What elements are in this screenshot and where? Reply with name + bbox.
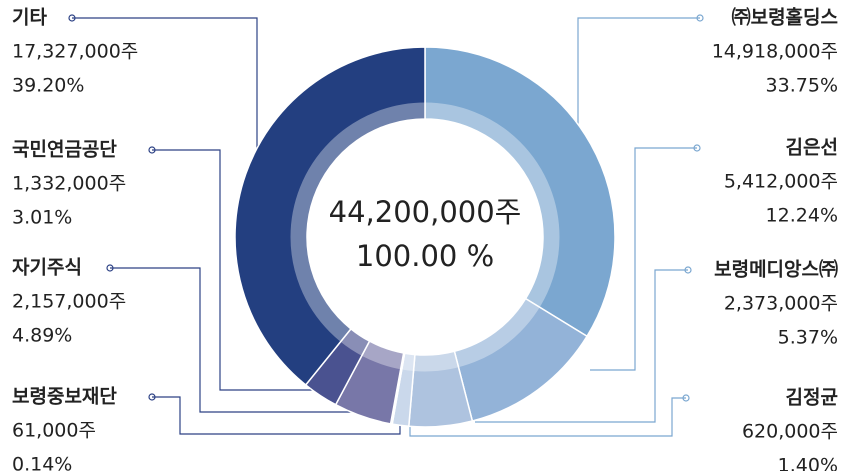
label-percent: 0.14% [12, 454, 72, 471]
label-shares: 17,327,000주 [12, 41, 138, 63]
label-name: ㈜보령홀딩스 [732, 6, 838, 29]
label-name: 김은선 [786, 137, 838, 159]
label-name: 기타 [12, 7, 47, 29]
label-name: 보령메디앙스㈜ [714, 259, 838, 281]
label-shares: 620,000주 [742, 421, 838, 443]
label-percent: 12.24% [766, 205, 838, 227]
leader-line [110, 267, 370, 413]
leader-line [409, 397, 686, 437]
center-percent: 100.00 % [356, 239, 494, 273]
label-shares: 1,332,000주 [12, 173, 126, 195]
label-percent: 39.20% [12, 75, 84, 97]
leader-line [152, 149, 335, 391]
label-percent: 4.89% [12, 325, 72, 347]
label-name: 국민연금공단 [12, 139, 117, 161]
label-percent: 1.40% [778, 455, 838, 471]
label-percent: 3.01% [12, 207, 72, 229]
label-shares: 2,157,000주 [12, 291, 126, 313]
label-name: 보령중보재단 [12, 386, 117, 408]
label-name: 김정균 [786, 387, 838, 409]
label-shares: 14,918,000주 [712, 41, 838, 63]
leader-line [577, 17, 700, 130]
leader-line [72, 17, 258, 150]
label-shares: 2,373,000주 [724, 293, 838, 315]
label-percent: 33.75% [766, 75, 838, 97]
label-name: 자기주식 [12, 257, 82, 279]
leader-line [475, 269, 688, 423]
slices [234, 46, 616, 428]
label-shares: 61,000주 [12, 420, 96, 442]
leader-line [590, 147, 697, 371]
inner-ring [290, 102, 560, 372]
slice [424, 46, 616, 338]
label-percent: 5.37% [778, 327, 838, 349]
center-total: 44,200,000주 [329, 195, 522, 229]
slice [234, 46, 426, 386]
label-shares: 5,412,000주 [724, 171, 838, 193]
